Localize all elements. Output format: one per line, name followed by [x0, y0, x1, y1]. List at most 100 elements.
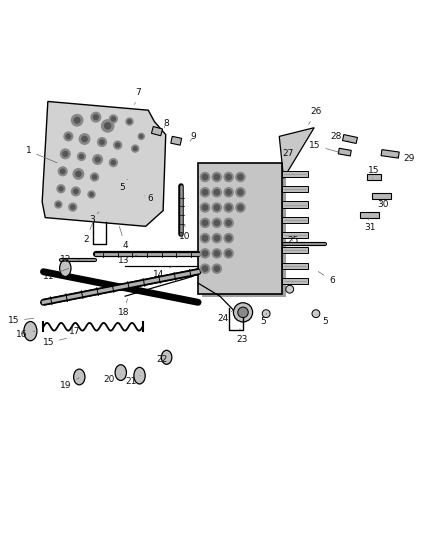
- Text: 23: 23: [236, 329, 247, 344]
- Circle shape: [202, 205, 208, 210]
- Circle shape: [69, 203, 77, 211]
- Circle shape: [214, 205, 219, 210]
- Bar: [282, 232, 308, 238]
- Circle shape: [202, 236, 208, 241]
- Circle shape: [71, 115, 83, 126]
- Circle shape: [238, 174, 243, 180]
- Circle shape: [93, 115, 98, 119]
- Circle shape: [82, 136, 87, 142]
- Circle shape: [126, 118, 133, 125]
- Circle shape: [60, 149, 70, 159]
- Circle shape: [73, 169, 84, 179]
- Circle shape: [78, 152, 85, 160]
- Circle shape: [212, 188, 221, 197]
- Circle shape: [214, 236, 219, 241]
- Text: 11: 11: [42, 268, 69, 280]
- Circle shape: [88, 191, 95, 198]
- Ellipse shape: [60, 260, 71, 277]
- Circle shape: [90, 193, 93, 196]
- Polygon shape: [279, 128, 314, 179]
- Text: 8: 8: [163, 119, 169, 128]
- Text: 16: 16: [16, 330, 35, 339]
- Circle shape: [105, 123, 111, 129]
- Circle shape: [91, 112, 101, 122]
- Bar: [282, 263, 308, 269]
- Circle shape: [224, 203, 233, 212]
- Circle shape: [238, 205, 243, 210]
- Circle shape: [236, 203, 245, 212]
- Circle shape: [212, 233, 221, 243]
- Text: 31: 31: [364, 217, 375, 232]
- Text: 5: 5: [120, 179, 127, 191]
- Text: 21: 21: [126, 376, 140, 386]
- Bar: [282, 186, 308, 192]
- Circle shape: [214, 190, 219, 195]
- Circle shape: [140, 135, 143, 138]
- Polygon shape: [372, 193, 391, 199]
- Circle shape: [76, 171, 81, 176]
- Ellipse shape: [161, 350, 172, 364]
- Circle shape: [224, 218, 233, 228]
- Circle shape: [71, 205, 75, 209]
- Circle shape: [74, 117, 80, 123]
- Circle shape: [226, 236, 231, 241]
- Circle shape: [64, 132, 73, 141]
- Circle shape: [63, 151, 68, 156]
- Circle shape: [226, 251, 231, 256]
- Polygon shape: [42, 101, 166, 227]
- Circle shape: [226, 205, 231, 210]
- Circle shape: [202, 251, 208, 256]
- Text: 3: 3: [89, 212, 99, 224]
- Circle shape: [233, 303, 253, 322]
- Circle shape: [202, 220, 208, 225]
- Circle shape: [134, 147, 137, 150]
- Circle shape: [100, 140, 104, 144]
- Polygon shape: [367, 174, 381, 180]
- Circle shape: [236, 172, 245, 182]
- Polygon shape: [152, 126, 162, 136]
- Circle shape: [236, 188, 245, 197]
- Polygon shape: [381, 150, 399, 158]
- Circle shape: [116, 143, 120, 147]
- Text: 10: 10: [179, 225, 191, 241]
- Bar: [282, 217, 308, 223]
- Circle shape: [128, 120, 131, 123]
- Circle shape: [238, 190, 243, 195]
- Text: 1: 1: [25, 146, 57, 163]
- Bar: [282, 278, 308, 284]
- Circle shape: [212, 218, 221, 228]
- Circle shape: [58, 167, 67, 176]
- Polygon shape: [171, 136, 182, 145]
- Text: 28: 28: [331, 132, 349, 141]
- Circle shape: [80, 155, 83, 158]
- Bar: [282, 171, 308, 177]
- Circle shape: [91, 173, 99, 181]
- Circle shape: [66, 134, 71, 139]
- Circle shape: [201, 203, 210, 212]
- Circle shape: [95, 157, 100, 162]
- Circle shape: [224, 188, 233, 197]
- Ellipse shape: [24, 321, 37, 341]
- Circle shape: [57, 185, 65, 193]
- Circle shape: [74, 189, 78, 193]
- Circle shape: [92, 175, 96, 179]
- Text: 6: 6: [145, 195, 153, 203]
- Circle shape: [110, 159, 117, 166]
- Text: 25: 25: [287, 236, 298, 245]
- Ellipse shape: [134, 367, 145, 384]
- Circle shape: [286, 285, 293, 293]
- Circle shape: [57, 203, 60, 206]
- Polygon shape: [343, 134, 357, 143]
- Text: 19: 19: [60, 378, 79, 390]
- Text: 9: 9: [190, 132, 196, 141]
- Circle shape: [102, 120, 114, 132]
- Circle shape: [98, 138, 106, 147]
- Text: 6: 6: [318, 271, 335, 285]
- Circle shape: [201, 188, 210, 197]
- Circle shape: [201, 249, 210, 258]
- Text: 5: 5: [261, 313, 267, 326]
- Text: 5: 5: [317, 314, 328, 326]
- Circle shape: [238, 307, 248, 318]
- Circle shape: [224, 249, 233, 258]
- Text: 15: 15: [7, 316, 34, 325]
